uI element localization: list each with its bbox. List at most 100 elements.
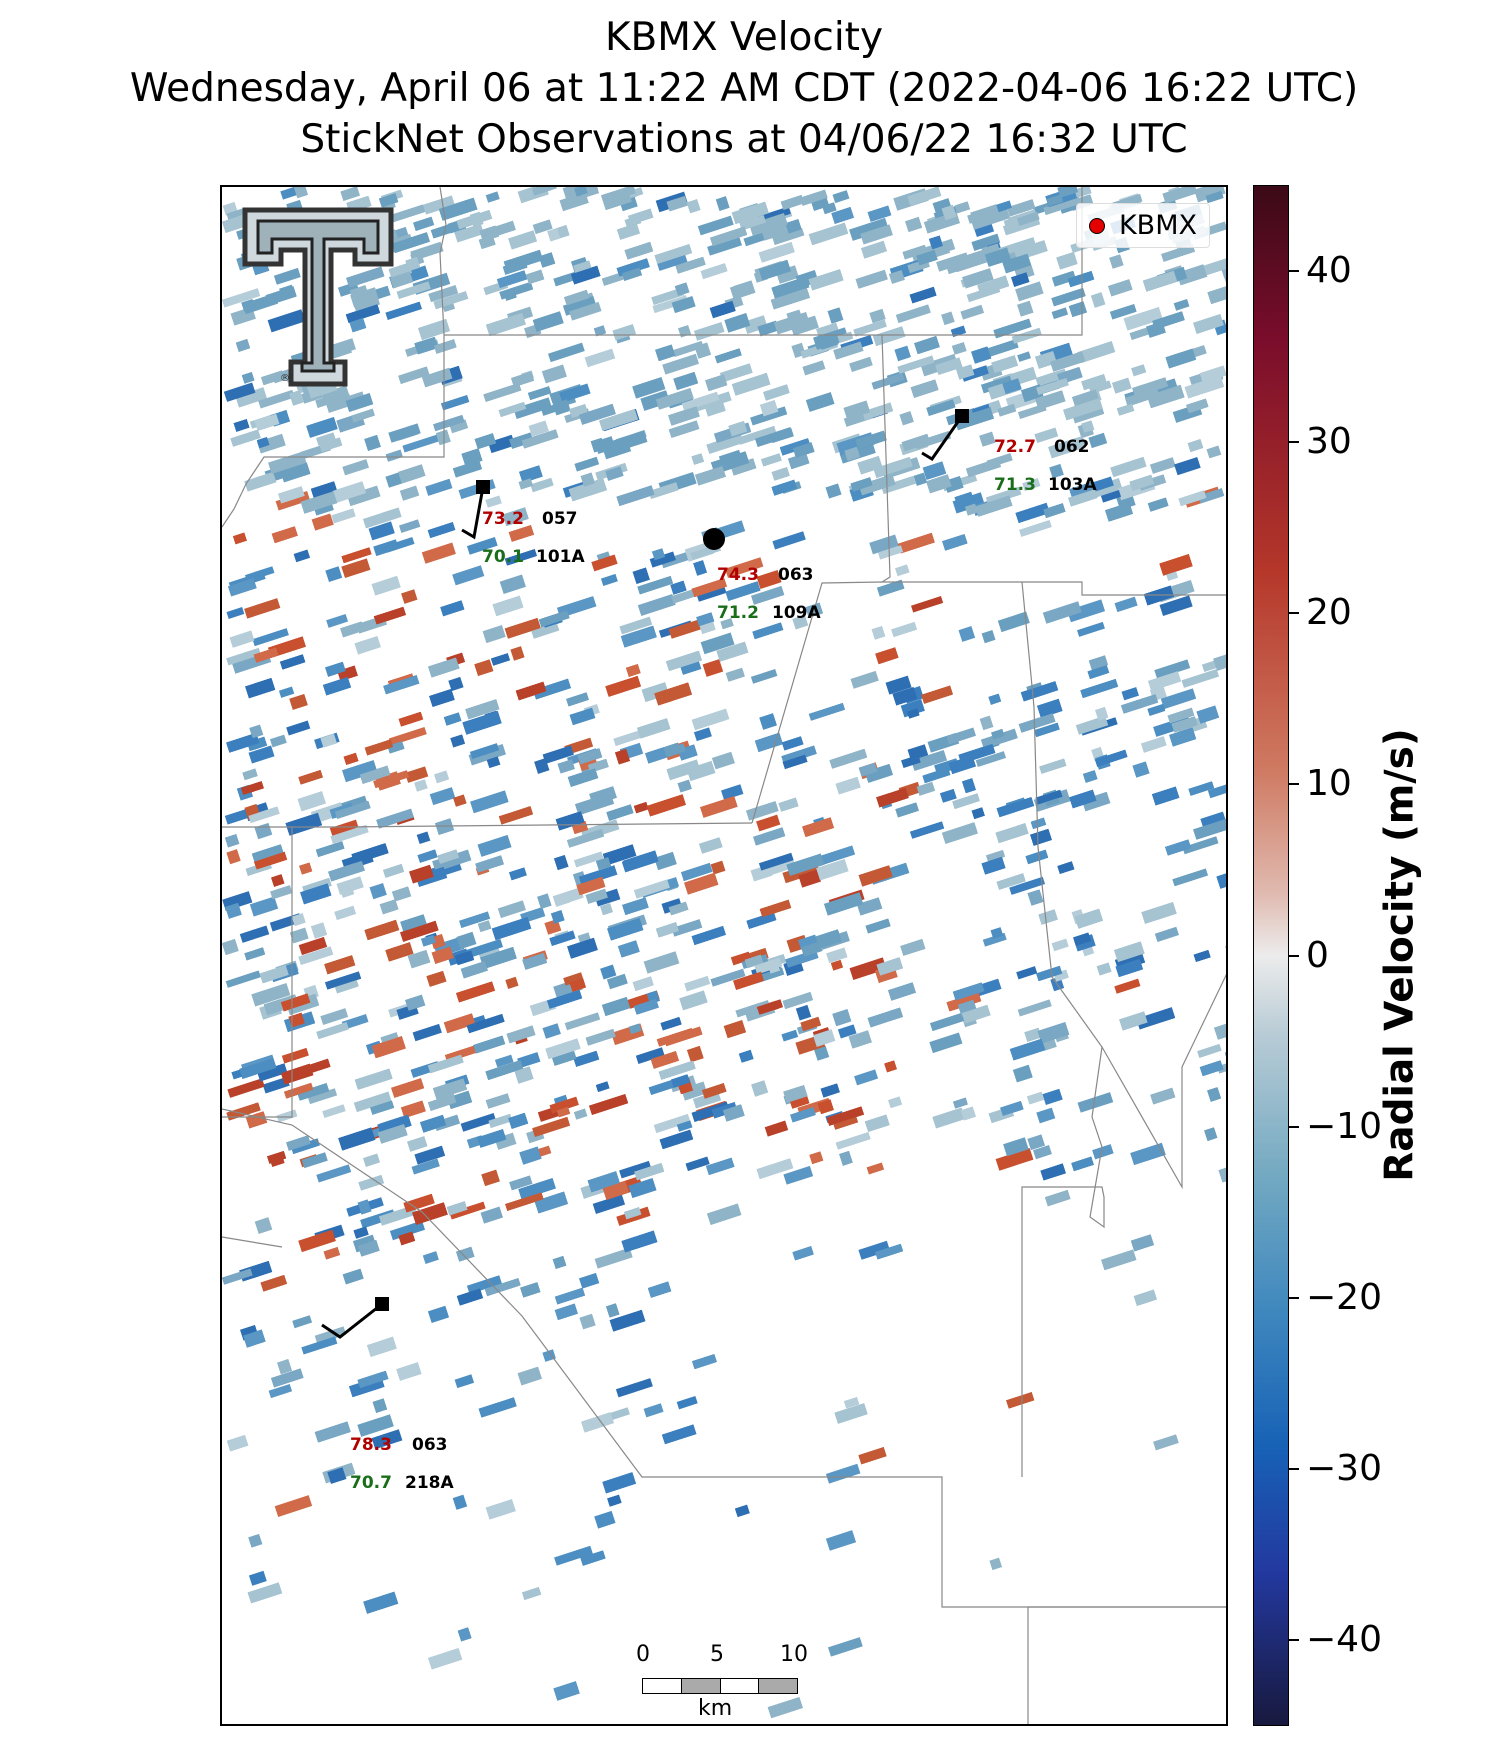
velocity-gate [710,968,746,987]
velocity-gate [1147,384,1185,409]
velocity-gate [515,681,547,701]
velocity-gate [756,569,782,589]
velocity-gate [383,675,420,695]
velocity-gate [928,235,943,250]
velocity-gate [666,195,689,212]
velocity-gate [1068,301,1087,318]
velocity-gate [897,532,935,554]
velocity-gate [929,1032,963,1054]
velocity-gate [235,387,268,408]
velocity-gate [950,325,967,338]
velocity-gate [926,474,952,494]
velocity-gate [1140,736,1167,753]
velocity-gate [654,682,692,706]
velocity-gate [687,1046,704,1063]
velocity-gate [447,1090,473,1110]
velocity-gate [1186,398,1209,414]
velocity-gate [782,992,813,1009]
velocity-gate [438,197,478,221]
velocity-gate [621,267,642,281]
velocity-gate [731,201,769,225]
velocity-gate [453,794,467,807]
velocity-gate [1024,1027,1042,1042]
velocity-gate [291,1138,320,1154]
velocity-gate [230,429,261,447]
colorbar-tick-label: −10 [1306,1105,1382,1147]
velocity-gate [327,1467,347,1484]
velocity-gate [971,233,1001,252]
velocity-gate [946,727,977,745]
velocity-gate [864,763,893,783]
velocity-gate [684,872,719,895]
velocity-gate [401,589,418,604]
velocity-gate [1207,1087,1222,1102]
velocity-gate [244,947,266,961]
velocity-gate [602,1472,636,1494]
velocity-gate [991,729,1005,740]
velocity-gate [1114,978,1141,994]
velocity-gate [416,831,431,845]
velocity-gate [1173,298,1190,311]
velocity-gate [1224,1046,1226,1064]
station-id: 103A [1048,475,1097,495]
velocity-gate [579,1313,596,1330]
velocity-gate [1012,1064,1033,1083]
velocity-gate [556,1107,571,1118]
velocity-gate [813,1029,836,1047]
velocity-gate [706,433,744,455]
velocity-gate [952,982,985,1001]
velocity-gate [686,199,701,214]
velocity-gate [554,1303,578,1320]
velocity-gate [450,734,465,748]
velocity-gate [862,402,894,421]
velocity-gate [331,508,356,524]
velocity-gate [756,1158,794,1180]
station-dir: 063 [778,565,814,585]
velocity-gate [671,919,703,937]
velocity-gate [290,927,309,944]
velocity-gate [789,1095,810,1109]
colorbar-tick-label: 40 [1306,249,1352,291]
velocity-gate [574,456,599,472]
velocity-gate [368,521,395,541]
velocity-gate [634,879,670,899]
velocity-gate [650,1051,679,1069]
velocity-gate [532,1116,571,1138]
velocity-gate [981,728,1018,749]
velocity-gate [833,341,864,360]
velocity-gate [389,1220,426,1241]
county-border [879,334,1226,596]
velocity-gate [252,628,289,647]
velocity-gate [971,807,985,819]
velocity-gate [1154,926,1179,942]
velocity-gate [1225,938,1226,957]
velocity-gate [716,641,749,662]
velocity-gate [538,610,570,628]
velocity-gate [227,1078,265,1098]
velocity-gate [989,1557,1003,1571]
velocity-gate [300,491,338,514]
velocity-gate [437,849,459,864]
velocity-gate [606,804,634,821]
velocity-gate [901,754,921,768]
velocity-gate [681,1081,708,1101]
velocity-gate [239,1057,277,1079]
station-id: 109A [772,603,821,623]
velocity-gate [294,187,308,199]
velocity-gate [484,1278,521,1297]
velocity-gate [1162,187,1198,204]
velocity-gate [552,1051,577,1066]
velocity-gate [871,373,905,390]
velocity-gate [721,784,744,801]
velocity-gate [399,519,421,533]
velocity-gate [1037,698,1063,718]
velocity-gate [271,874,285,887]
velocity-gate [511,371,535,388]
velocity-gate [606,973,628,990]
velocity-gate [1051,938,1069,952]
velocity-gate [538,252,556,268]
velocity-gate [984,247,1011,267]
velocity-gate [392,886,412,902]
velocity-gate [429,787,456,806]
radar-map[interactable]: ® KBMX 73.2 057 70.1 101A 74.3 063 71.2 … [220,185,1228,1726]
